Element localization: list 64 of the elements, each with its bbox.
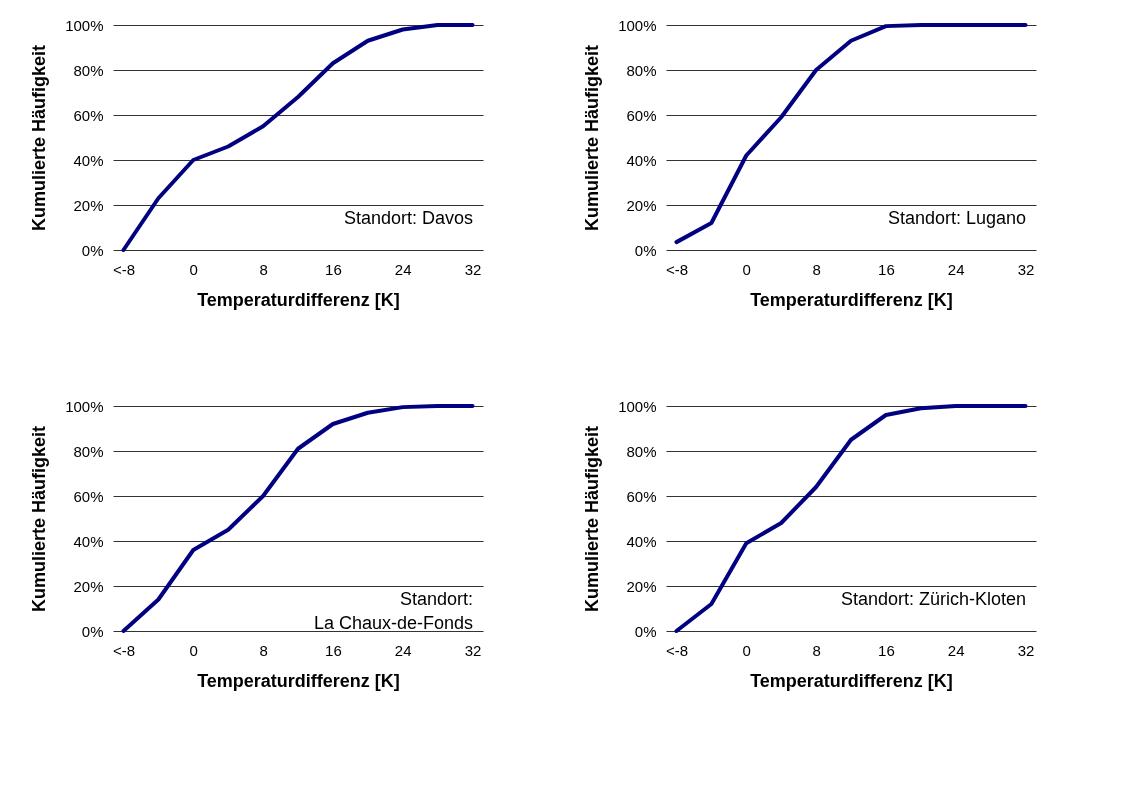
line-series — [674, 404, 1028, 633]
x-tick-label: 8 — [812, 260, 821, 278]
line-series — [674, 23, 1028, 245]
x-tick-label: 24 — [394, 641, 412, 659]
y-tick-label: 40% — [73, 151, 104, 169]
x-tick-label: <-8 — [665, 260, 689, 278]
line-series — [121, 23, 475, 252]
x-tick-label: <-8 — [112, 641, 136, 659]
y-tick-label: 100% — [618, 397, 657, 415]
x-tick-label: 24 — [947, 641, 965, 659]
x-tick-label: <-8 — [665, 641, 689, 659]
y-tick-label: 0% — [81, 622, 104, 640]
y-tick-label: 80% — [73, 442, 104, 460]
x-axis-title: Temperaturdifferenz [K] — [197, 670, 400, 691]
x-axis-title: Temperaturdifferenz [K] — [197, 289, 400, 310]
y-tick-label: 80% — [626, 61, 657, 79]
y-axis-title: Kumulierte Häufigkeit — [582, 44, 603, 232]
x-tick-label: 24 — [947, 260, 965, 278]
x-tick-label: 0 — [189, 641, 198, 659]
x-tick-label: 32 — [1017, 641, 1035, 659]
y-tick-label: 40% — [73, 532, 104, 550]
x-tick-label: 32 — [464, 641, 482, 659]
y-tick-label: 60% — [73, 487, 104, 505]
y-tick-label: 20% — [73, 196, 104, 214]
y-tick-label: 0% — [81, 241, 104, 259]
y-tick-label: 0% — [634, 622, 657, 640]
y-tick-label: 100% — [65, 16, 104, 34]
annotation: Standort: La Chaux-de-Fonds — [313, 589, 473, 633]
x-tick-label: 0 — [742, 641, 751, 659]
x-tick-label: 16 — [325, 260, 342, 278]
x-tick-label: 24 — [394, 260, 412, 278]
y-tick-label: 40% — [626, 151, 657, 169]
y-tick-label: 60% — [626, 487, 657, 505]
annotation: Standort: Davos — [343, 208, 473, 228]
x-tick-label: 0 — [189, 260, 198, 278]
x-tick-label: 16 — [878, 641, 895, 659]
y-tick-label: 20% — [73, 577, 104, 595]
x-tick-label: 16 — [325, 641, 342, 659]
y-axis-title: Kumulierte Häufigkeit — [29, 425, 50, 613]
x-tick-label: 0 — [742, 260, 751, 278]
y-tick-label: 80% — [626, 442, 657, 460]
line-series — [121, 404, 475, 633]
annotation: Standort: Zürich-Kloten — [840, 589, 1026, 609]
y-tick-label: 20% — [626, 577, 657, 595]
y-axis-title: Kumulierte Häufigkeit — [582, 425, 603, 613]
x-tick-label: 16 — [878, 260, 895, 278]
y-tick-label: 20% — [626, 196, 657, 214]
y-tick-label: 80% — [73, 61, 104, 79]
x-tick-label: 32 — [464, 260, 482, 278]
x-tick-label: 32 — [1017, 260, 1035, 278]
x-tick-label: 8 — [812, 641, 821, 659]
y-tick-label: 60% — [73, 106, 104, 124]
y-tick-label: 40% — [626, 532, 657, 550]
y-tick-label: 100% — [65, 397, 104, 415]
x-tick-label: 8 — [259, 641, 268, 659]
x-axis-title: Temperaturdifferenz [K] — [750, 289, 953, 310]
x-tick-label: <-8 — [112, 260, 136, 278]
y-axis-title: Kumulierte Häufigkeit — [29, 44, 50, 232]
annotation: Standort: Lugano — [887, 208, 1026, 228]
y-tick-label: 60% — [626, 106, 657, 124]
x-axis-title: Temperaturdifferenz [K] — [750, 670, 953, 691]
y-tick-label: 100% — [618, 16, 657, 34]
y-tick-label: 0% — [634, 241, 657, 259]
x-tick-label: 8 — [259, 260, 268, 278]
